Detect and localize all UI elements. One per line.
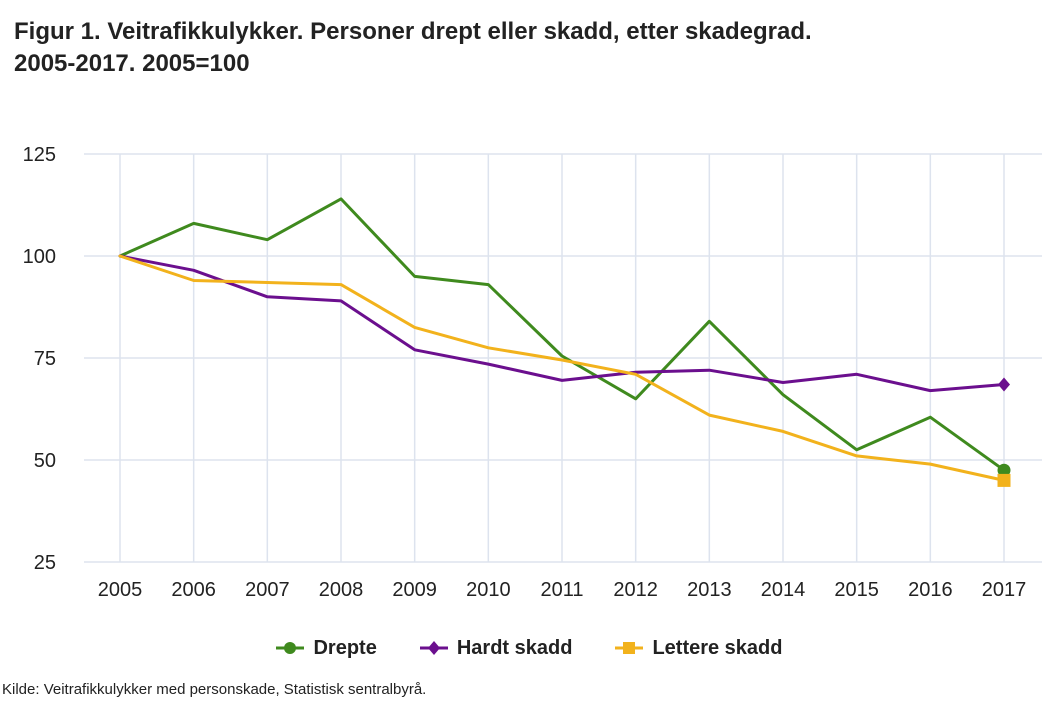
y-tick-label-50: 50 — [34, 450, 56, 472]
y-tick-label-25: 25 — [34, 552, 56, 574]
x-tick-label-2012: 2012 — [613, 579, 658, 601]
legend-marker-drepte — [284, 642, 297, 654]
x-tick-label-2010: 2010 — [466, 579, 511, 601]
series-line-lettere-skadd — [118, 254, 1006, 482]
legend-marker-hardt-skadd — [427, 641, 440, 655]
y-tick-label-125: 125 — [23, 144, 56, 166]
chart-title-line-2: 2005-2017. 2005=100 — [14, 50, 250, 77]
series-line-hardt-skadd — [118, 254, 1006, 393]
chart-series — [118, 197, 1011, 487]
x-tick-label-2007: 2007 — [245, 579, 290, 601]
source-note: Kilde: Veitrafikkulykker med personskade… — [2, 681, 427, 698]
series-line-drepte — [118, 197, 1006, 472]
chart-title: Figur 1. Veitrafikkulykker. Personer dre… — [14, 16, 1044, 80]
x-tick-label-2006: 2006 — [171, 579, 216, 601]
y-tick-label-100: 100 — [23, 246, 56, 268]
y-tick-label-75: 75 — [34, 348, 56, 370]
x-tick-label-2016: 2016 — [908, 579, 953, 601]
chart-legend: Drepte Hardt skadd Lettere skadd — [0, 630, 1058, 666]
series-marker-drepte — [997, 463, 1011, 477]
legend-marker-lettere-skadd — [623, 642, 636, 654]
x-tick-label-2005: 2005 — [98, 579, 143, 601]
chart-grid — [84, 153, 1042, 563]
legend-symbol-lettere-skadd — [615, 642, 644, 654]
x-tick-label-2015: 2015 — [834, 579, 879, 601]
x-tick-label-2009: 2009 — [392, 579, 437, 601]
legend-symbol-drepte — [276, 642, 305, 654]
legend-label-lettere-skadd: Lettere skadd — [652, 636, 783, 659]
x-tick-label-2013: 2013 — [687, 579, 732, 601]
series-marker-lettere-skadd — [997, 473, 1011, 487]
x-axis: 2005 2006 2007 2008 2009 2010 2011 2012 2013 2014… — [98, 579, 1027, 601]
y-axis: 25 50 75 100 125 — [23, 144, 56, 574]
x-tick-label-2008: 2008 — [319, 579, 364, 601]
x-tick-label-2011: 2011 — [540, 579, 583, 601]
legend-item-lettere-skadd[interactable]: Lettere skadd — [614, 636, 783, 660]
line-chart: 25 50 75 100 125 2005 2006 2007 2008 2009 2010 201… — [23, 144, 1042, 601]
x-tick-label-2017: 2017 — [982, 579, 1027, 601]
x-tick-label-2014: 2014 — [761, 579, 806, 601]
legend-label-hardt-skadd: Hardt skadd — [456, 636, 573, 659]
chart-title-line-1: Figur 1. Veitrafikkulykker. Personer dre… — [14, 18, 812, 45]
legend-label-drepte: Drepte — [313, 636, 377, 659]
series-marker-hardt-skadd — [998, 377, 1010, 392]
legend-item-drepte[interactable]: Drepte — [275, 636, 377, 660]
legend-symbol-hardt-skadd — [419, 641, 448, 655]
legend-item-hardt-skadd[interactable]: Hardt skadd — [419, 636, 573, 660]
